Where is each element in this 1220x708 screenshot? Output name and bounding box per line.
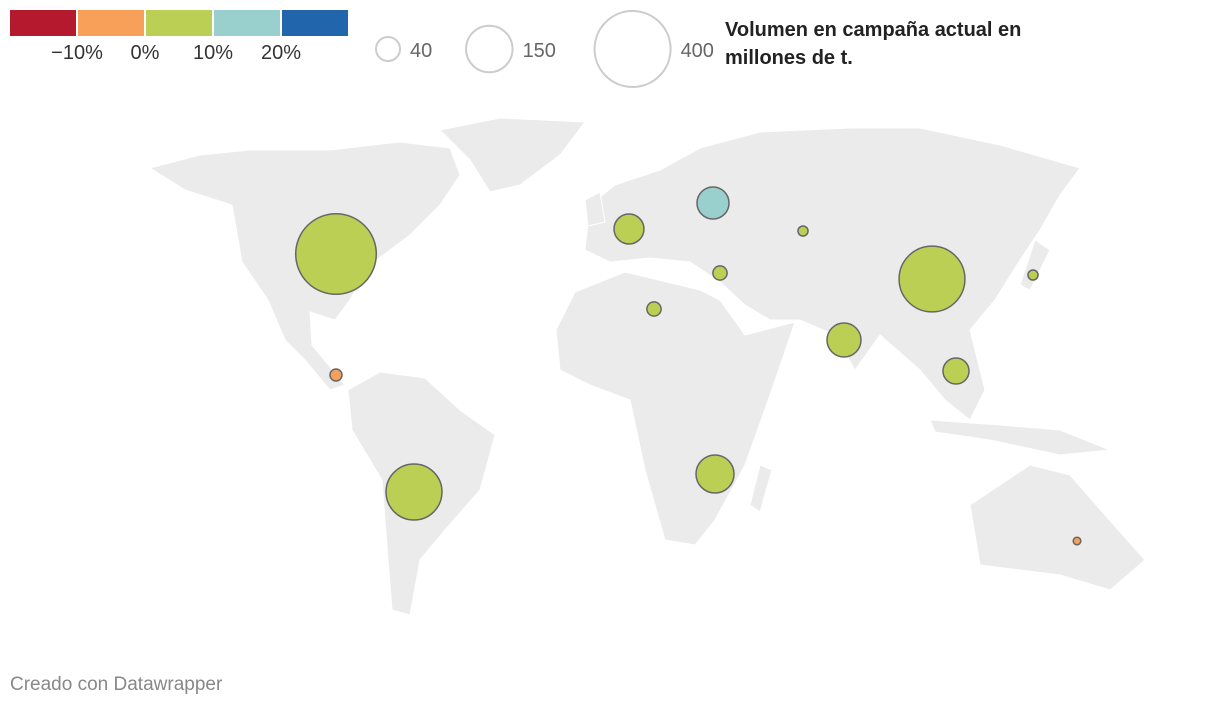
- size-circle: [593, 10, 672, 88]
- bubble: [797, 225, 809, 237]
- color-label: 0%: [131, 42, 160, 64]
- size-label: 150: [523, 40, 556, 62]
- color-label: 10%: [193, 42, 233, 64]
- bubble: [826, 322, 862, 358]
- color-swatch: [282, 10, 348, 36]
- bubble: [329, 368, 343, 382]
- color-label: −10%: [51, 42, 103, 64]
- bubble: [1072, 536, 1082, 546]
- size-label: 400: [681, 40, 714, 62]
- bubbles: [294, 186, 1082, 546]
- color-swatch: [146, 10, 212, 36]
- color-label: 20%: [261, 42, 301, 64]
- color-legend: −10% 0% 10% 20%: [10, 10, 348, 64]
- color-swatch: [10, 10, 76, 36]
- color-swatch: [78, 10, 144, 36]
- size-circle: [375, 35, 402, 63]
- size-legend: 40 150 400: [375, 10, 714, 88]
- madagascar: [749, 464, 773, 513]
- uk: [584, 191, 606, 227]
- size-circle: [465, 24, 514, 74]
- footer: Creado con Datawrapper: [10, 674, 223, 695]
- bubble: [695, 454, 735, 494]
- australia: [969, 464, 1146, 591]
- indonesia: [929, 419, 1111, 456]
- bubble: [646, 301, 662, 317]
- world-map: [148, 117, 1146, 616]
- greenland: [438, 117, 586, 193]
- bubble: [712, 265, 728, 281]
- japan: [1019, 239, 1051, 291]
- bubble: [1027, 269, 1039, 281]
- africa: [555, 271, 796, 546]
- size-label: 40: [410, 40, 432, 62]
- bubble: [613, 213, 645, 245]
- legend-title: Volumen en campaña actual en millones de …: [725, 19, 1021, 69]
- bubble: [294, 212, 378, 296]
- bubble: [696, 186, 730, 220]
- bubble: [385, 463, 443, 521]
- color-swatch: [214, 10, 280, 36]
- bubble: [942, 357, 970, 385]
- bubble: [898, 245, 966, 313]
